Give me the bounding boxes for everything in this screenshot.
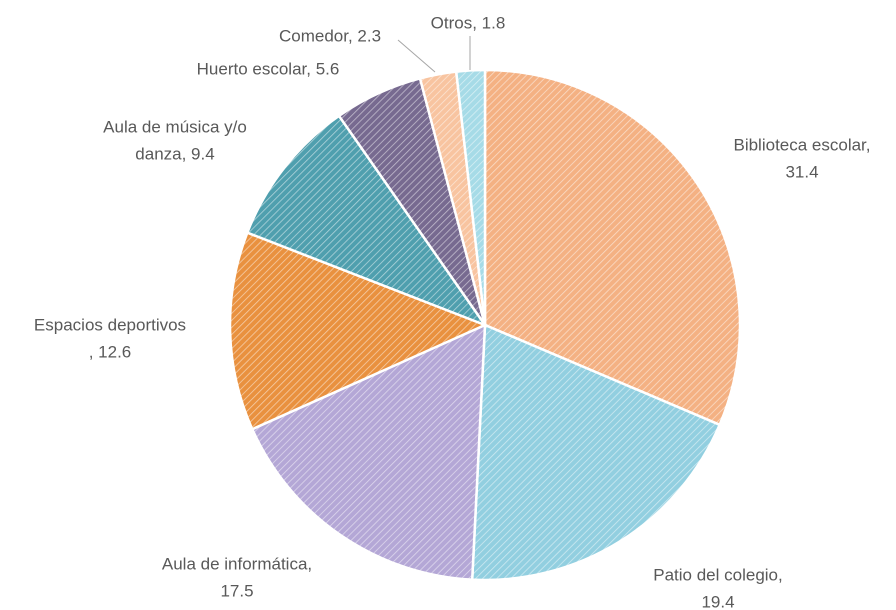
data-label: Otros, 1.8: [431, 13, 506, 32]
data-label: Comedor, 2.3: [279, 26, 381, 45]
data-label: 31.4: [785, 162, 818, 181]
data-label: 19.4: [701, 592, 734, 610]
data-label: Patio del colegio,: [653, 565, 782, 584]
data-label: Aula de informática,: [162, 554, 312, 573]
data-label: Aula de música y/o: [103, 117, 247, 136]
leader-line: [397, 39, 436, 73]
data-label: , 12.6: [89, 342, 132, 361]
data-label: danza, 9.4: [135, 144, 214, 163]
data-label: Biblioteca escolar,: [733, 135, 870, 154]
data-label: 17.5: [220, 581, 253, 600]
data-label: Huerto escolar, 5.6: [197, 59, 340, 78]
data-label: Espacios deportivos: [34, 315, 186, 334]
